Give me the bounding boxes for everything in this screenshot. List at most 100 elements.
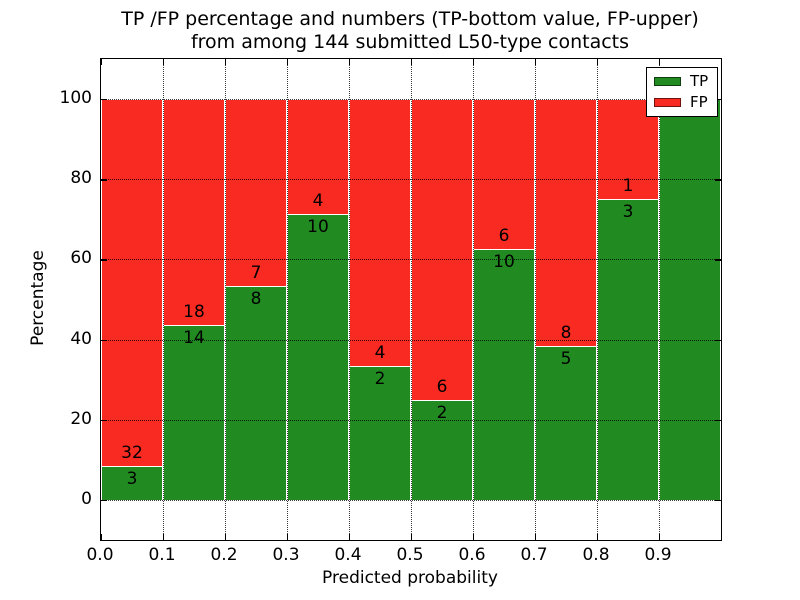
bar-tp-segment — [411, 399, 473, 500]
x-gridline — [287, 59, 288, 540]
chart-title-line1: TP /FP percentage and numbers (TP-bottom… — [121, 8, 699, 30]
y-tick-left — [101, 339, 107, 341]
tp-count-label: 2 — [436, 402, 448, 423]
y-tick-label: 100 — [59, 88, 92, 109]
y-tick-label: 0 — [81, 488, 92, 509]
legend-swatch-fp-icon — [654, 98, 681, 107]
bar-fp-segment — [473, 99, 535, 250]
x-gridline — [163, 59, 164, 540]
bar-tp-segment — [535, 345, 597, 500]
legend-label-fp: FP — [690, 93, 708, 111]
bar-tp-segment — [473, 249, 535, 500]
x-tick-top — [101, 59, 103, 65]
legend-label-tp: TP — [690, 72, 709, 90]
x-axis-label: Predicted probability — [322, 568, 498, 588]
x-gridline — [349, 59, 350, 540]
x-tick-label: 0.0 — [86, 545, 114, 565]
x-tick-bottom — [225, 534, 227, 540]
y-tick-left — [101, 499, 107, 502]
y-gridline — [101, 419, 721, 421]
bar-fp-segment — [225, 99, 287, 287]
y-tick-label: 40 — [70, 328, 92, 349]
x-gridline — [597, 59, 598, 540]
x-tick-label: 0.8 — [582, 545, 610, 565]
x-tick-bottom — [101, 534, 103, 540]
tp-count-label: 10 — [493, 252, 515, 273]
x-tick-label: 0.9 — [644, 545, 672, 565]
tp-count-label: 14 — [183, 327, 205, 348]
x-tick-label: 0.5 — [396, 545, 424, 565]
bar-tp-segment — [597, 199, 659, 500]
tp-count-label: 3 — [126, 468, 138, 489]
bar-fp-segment — [349, 99, 411, 367]
x-tick-bottom — [535, 534, 537, 540]
x-tick-top — [225, 59, 227, 65]
y-tick-right — [715, 499, 721, 502]
bar-fp-segment — [535, 99, 597, 346]
tp-count-label: 10 — [307, 216, 329, 237]
y-gridline — [101, 99, 721, 101]
bar-fp-segment — [163, 99, 225, 325]
x-tick-top — [473, 59, 475, 65]
x-tick-bottom — [349, 534, 351, 540]
x-tick-label: 0.3 — [272, 545, 300, 565]
fp-count-label: 6 — [498, 226, 510, 247]
bar-fp-segment — [411, 99, 473, 400]
y-tick-right — [715, 339, 721, 341]
x-gridline — [411, 59, 412, 540]
y-tick-left — [101, 419, 107, 422]
x-tick-bottom — [597, 534, 599, 540]
fp-count-label: 32 — [121, 442, 143, 463]
x-gridline — [225, 59, 226, 540]
y-tick-left — [101, 179, 107, 181]
y-tick-left — [101, 259, 107, 261]
x-gridline — [473, 59, 474, 540]
y-tick-label: 80 — [70, 168, 92, 189]
x-tick-bottom — [659, 534, 661, 540]
bar-tp-segment — [287, 213, 349, 500]
y-gridline — [101, 339, 721, 341]
fp-count-label: 7 — [250, 263, 262, 284]
fp-count-label: 4 — [374, 343, 386, 364]
tp-count-label: 2 — [374, 369, 386, 390]
bar-fp-segment — [101, 99, 163, 466]
y-tick-right — [715, 179, 721, 181]
x-tick-bottom — [163, 534, 165, 540]
y-gridline — [101, 259, 721, 261]
legend-entry-fp: FP — [654, 94, 708, 111]
chart-title-line2: from among 144 submitted L50-type contac… — [190, 31, 630, 53]
x-tick-bottom — [473, 534, 475, 540]
y-gridline — [101, 179, 721, 181]
x-tick-top — [411, 59, 413, 65]
x-tick-label: 0.2 — [210, 545, 238, 565]
legend: TP FP — [646, 67, 719, 117]
x-tick-label: 0.7 — [520, 545, 548, 565]
x-tick-top — [349, 59, 351, 65]
fp-count-label: 6 — [436, 376, 448, 397]
bar-tp-segment — [101, 465, 163, 500]
y-tick-right — [715, 419, 721, 422]
x-tick-top — [535, 59, 537, 65]
tp-count-label: 5 — [560, 348, 572, 369]
bar-fp-segment — [287, 99, 349, 214]
x-tick-top — [597, 59, 599, 65]
bar-tp-segment — [163, 324, 225, 500]
tp-count-label: 3 — [622, 202, 634, 223]
x-tick-top — [163, 59, 165, 65]
y-tick-left — [101, 99, 107, 101]
x-tick-top — [287, 59, 289, 65]
legend-entry-tp: TP — [654, 73, 708, 90]
x-tick-bottom — [287, 534, 289, 540]
x-gridline — [535, 59, 536, 540]
x-tick-bottom — [411, 534, 413, 540]
y-tick-label: 20 — [70, 408, 92, 429]
x-gridline — [659, 59, 660, 540]
tp-count-label: 8 — [250, 289, 262, 310]
chart-title: TP /FP percentage and numbers (TP-bottom… — [121, 8, 699, 54]
fp-count-label: 1 — [622, 176, 634, 197]
fp-count-label: 18 — [183, 301, 205, 322]
legend-swatch-tp-icon — [654, 77, 681, 86]
x-tick-top — [659, 59, 661, 65]
